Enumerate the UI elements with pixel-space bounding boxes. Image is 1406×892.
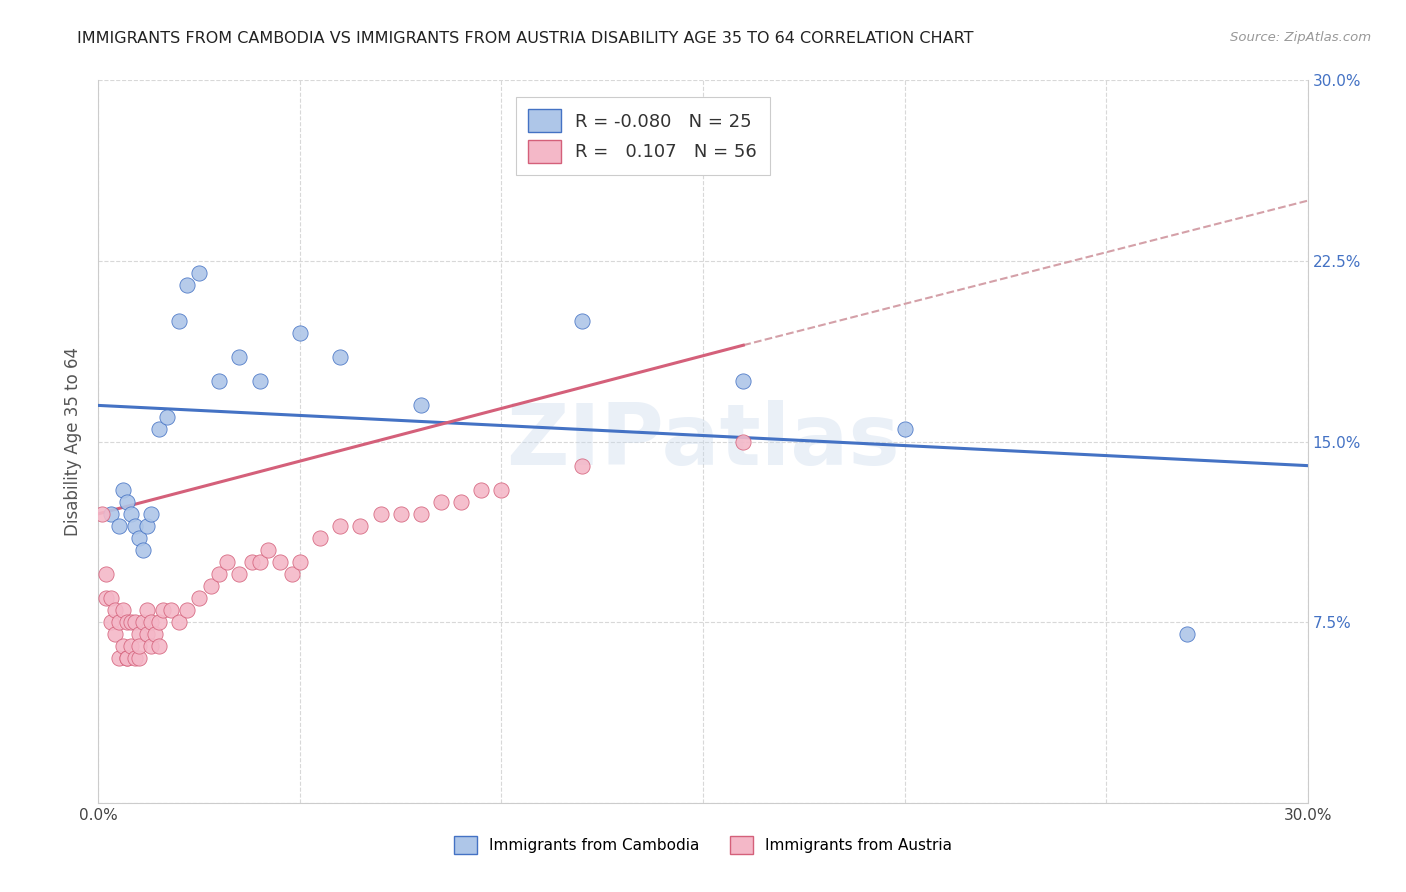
Point — [249, 555, 271, 569]
Point — [115, 615, 138, 630]
Point — [288, 555, 311, 569]
Point — [288, 326, 311, 340]
Point — [249, 374, 271, 388]
Point — [103, 603, 125, 617]
Point — [96, 591, 118, 605]
Point — [111, 639, 134, 653]
Point — [256, 542, 278, 557]
Point — [132, 615, 155, 630]
Point — [208, 374, 231, 388]
Point — [100, 507, 122, 521]
Point — [188, 266, 211, 280]
Point — [329, 350, 352, 364]
Point — [128, 531, 150, 545]
Point — [733, 374, 755, 388]
Point — [208, 567, 231, 582]
Point — [409, 398, 432, 412]
Point — [120, 639, 142, 653]
Point — [188, 591, 211, 605]
Point — [281, 567, 304, 582]
Point — [309, 531, 332, 545]
Point — [1175, 627, 1198, 641]
Point — [91, 507, 114, 521]
Point — [152, 603, 174, 617]
Point — [124, 518, 146, 533]
Point — [571, 458, 593, 473]
Point — [132, 542, 155, 557]
Point — [167, 615, 190, 630]
Point — [96, 567, 118, 582]
Point — [135, 518, 157, 533]
Point — [240, 555, 263, 569]
Point — [733, 434, 755, 449]
Point — [107, 615, 129, 630]
Point — [135, 603, 157, 617]
Point — [139, 615, 162, 630]
Text: Source: ZipAtlas.com: Source: ZipAtlas.com — [1230, 31, 1371, 45]
Point — [409, 507, 432, 521]
Point — [128, 651, 150, 665]
Point — [228, 350, 250, 364]
Point — [111, 483, 134, 497]
Point — [148, 422, 170, 436]
Point — [107, 518, 129, 533]
Point — [115, 494, 138, 508]
Point — [100, 615, 122, 630]
Point — [470, 483, 492, 497]
Point — [349, 518, 371, 533]
Point — [107, 651, 129, 665]
Point — [139, 507, 162, 521]
Legend: Immigrants from Cambodia, Immigrants from Austria: Immigrants from Cambodia, Immigrants fro… — [447, 830, 959, 860]
Point — [200, 579, 222, 593]
Point — [124, 615, 146, 630]
Point — [128, 639, 150, 653]
Text: ZIPatlas: ZIPatlas — [506, 400, 900, 483]
Point — [329, 518, 352, 533]
Y-axis label: Disability Age 35 to 64: Disability Age 35 to 64 — [65, 347, 83, 536]
Point — [450, 494, 472, 508]
Point — [389, 507, 412, 521]
Point — [115, 651, 138, 665]
Point — [491, 483, 513, 497]
Point — [128, 627, 150, 641]
Point — [571, 314, 593, 328]
Point — [217, 555, 239, 569]
Point — [124, 651, 146, 665]
Point — [120, 615, 142, 630]
Point — [103, 627, 125, 641]
Point — [111, 603, 134, 617]
Point — [156, 410, 179, 425]
Point — [148, 615, 170, 630]
Point — [135, 627, 157, 641]
Point — [228, 567, 250, 582]
Point — [100, 591, 122, 605]
Point — [148, 639, 170, 653]
Point — [176, 603, 198, 617]
Point — [120, 507, 142, 521]
Point — [167, 314, 190, 328]
Point — [430, 494, 453, 508]
Point — [139, 639, 162, 653]
Point — [370, 507, 392, 521]
Text: IMMIGRANTS FROM CAMBODIA VS IMMIGRANTS FROM AUSTRIA DISABILITY AGE 35 TO 64 CORR: IMMIGRANTS FROM CAMBODIA VS IMMIGRANTS F… — [77, 31, 974, 46]
Point — [160, 603, 183, 617]
Point — [269, 555, 291, 569]
Point — [893, 422, 915, 436]
Point — [115, 651, 138, 665]
Point — [176, 277, 198, 292]
Point — [143, 627, 166, 641]
